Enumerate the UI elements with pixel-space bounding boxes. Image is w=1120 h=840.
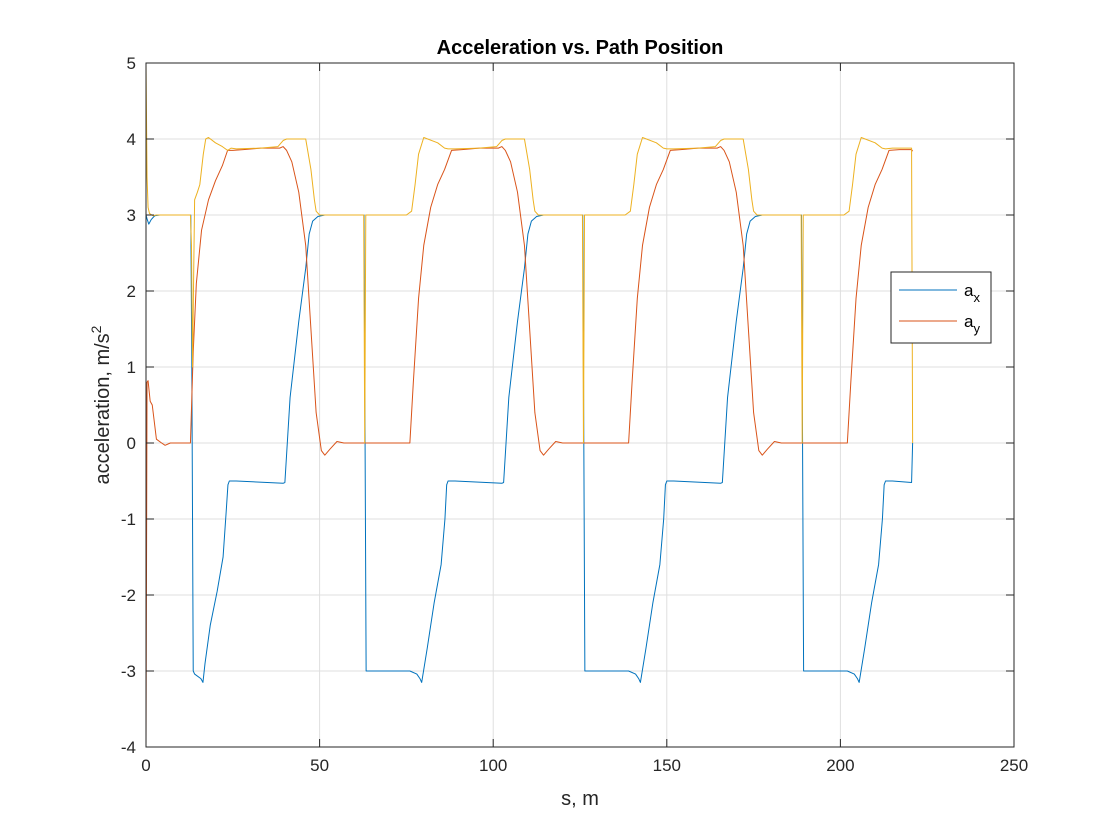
series-line-3 [145,62,914,444]
legend-label-ax-base: a [964,281,974,300]
x-tick-label: 50 [310,756,329,775]
x-tick-label: 200 [826,756,854,775]
y-tick-label: 4 [127,130,136,149]
ticks [145,62,1015,748]
y-tick-label: -4 [121,738,136,757]
legend-label-ay: ay [964,312,980,336]
y-tick-label: 1 [127,358,136,377]
y-axis-title-text: acceleration, m/s [92,333,114,484]
legend-label-ay-base: a [964,312,974,331]
x-axis-title: s, m [561,788,599,810]
series-layer [145,62,914,748]
chart-title: Acceleration vs. Path Position [437,37,724,59]
x-tick-label: 250 [1000,756,1028,775]
x-tick-label: 0 [141,756,150,775]
y-tick-label: 5 [127,54,136,73]
y-tick-label: -3 [121,662,136,681]
y-axis-title: acceleration, m/s2 [88,325,114,484]
y-tick-label: -1 [121,510,136,529]
y-tick-label: 3 [127,206,136,225]
legend-label-ax-sub: x [973,290,980,305]
y-tick-label: -2 [121,586,136,605]
legend[interactable]: ax ay [890,271,992,344]
y-tick-label: 0 [127,434,136,453]
legend-label-ax: ax [964,281,980,305]
plot-box [145,62,1015,748]
series-line-2 [145,146,914,748]
plot-area [146,63,1014,747]
legend-box [890,271,992,344]
y-tick-label: 2 [127,282,136,301]
legend-label-ay-sub: y [973,321,980,336]
x-tick-label: 100 [479,756,507,775]
tick-labels: 0 50 100 150 200 250 -4 -3 -2 -1 0 1 2 3 4 5 [121,54,1028,775]
y-axis-title-superscript: 2 [88,325,104,333]
x-tick-label: 150 [653,756,681,775]
